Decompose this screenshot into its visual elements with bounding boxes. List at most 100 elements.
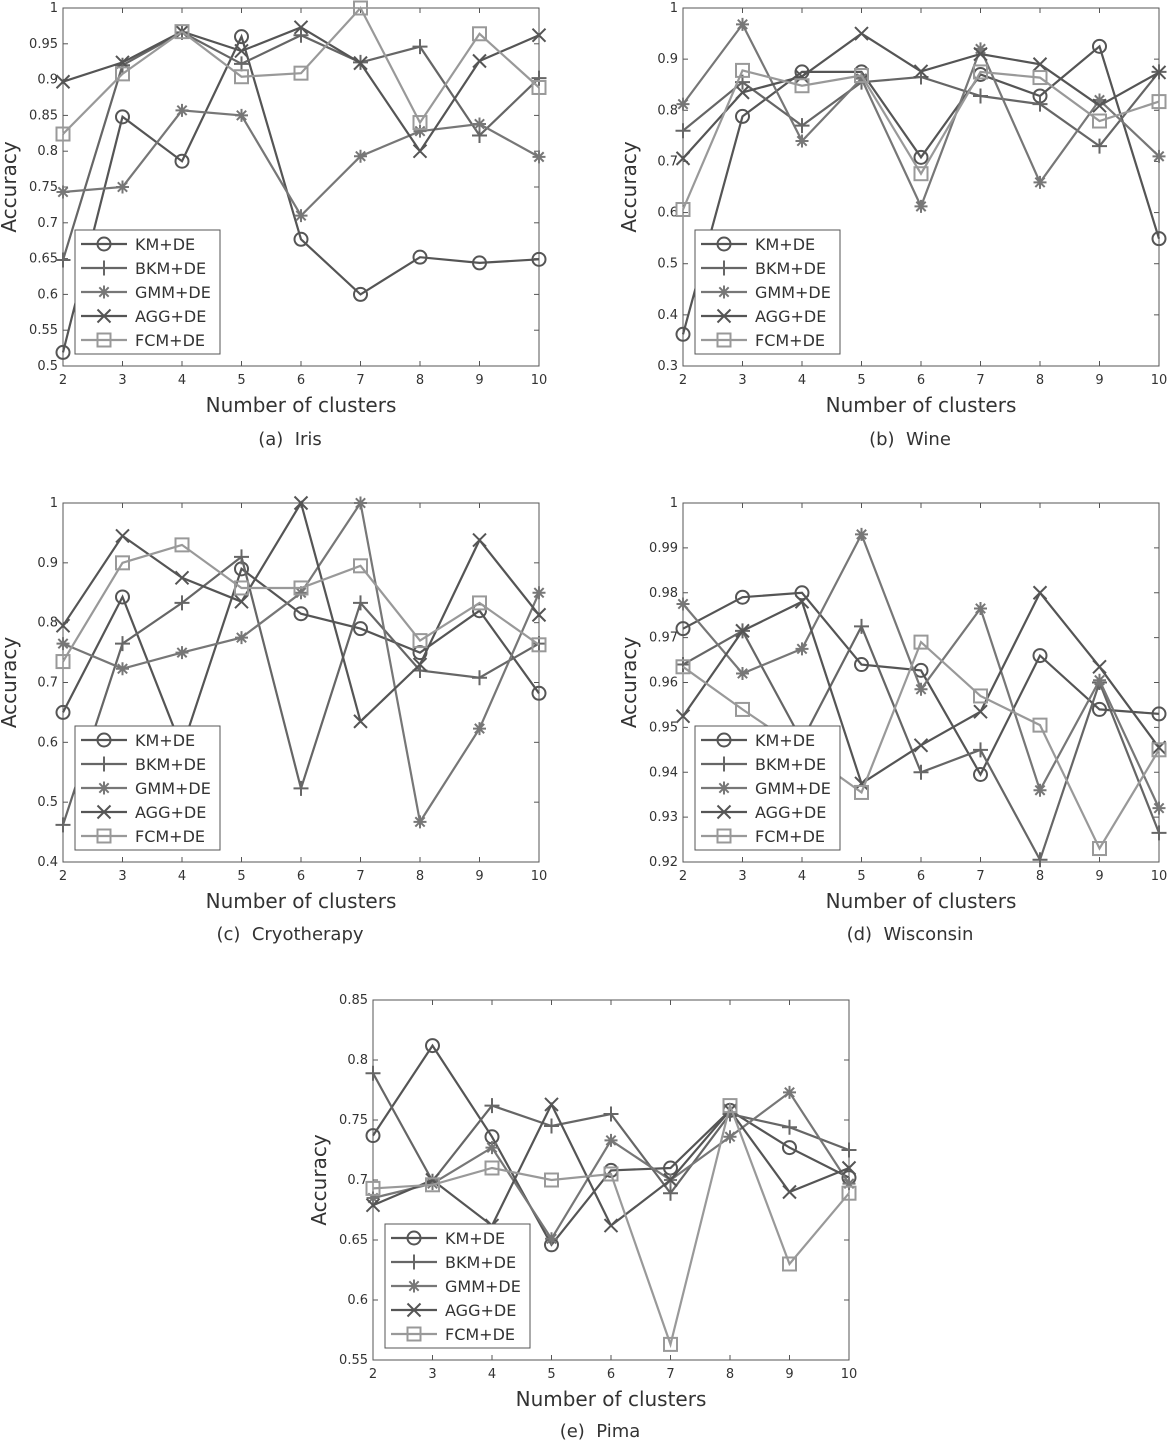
legend-label: KM+DE: [755, 731, 815, 750]
data-point: [293, 231, 309, 247]
data-point: [412, 39, 428, 55]
x-tick-label: 10: [841, 1367, 858, 1382]
data-point: [425, 1038, 440, 1054]
legend-label: BKM+DE: [135, 755, 206, 774]
data-point: [736, 17, 749, 31]
plot-frame: [682, 7, 1160, 367]
data-point: [544, 1172, 559, 1188]
y-tick-label: 0.6: [37, 287, 58, 302]
data-point: [174, 537, 190, 553]
x-axis-label: Number of clusters: [826, 889, 1017, 913]
data-point: [412, 115, 428, 131]
x-tick-label: 9: [1095, 373, 1103, 388]
data-point: [1152, 801, 1166, 815]
data-point: [293, 20, 309, 35]
data-point: [293, 65, 309, 81]
legend-label: GMM+DE: [445, 1277, 521, 1296]
data-point: [1092, 113, 1107, 129]
y-axis-label: Accuracy: [0, 141, 21, 232]
data-point: [782, 1119, 797, 1135]
data-point: [914, 199, 928, 213]
x-tick-label: 4: [798, 869, 806, 884]
data-point: [794, 585, 810, 601]
data-point: [1032, 648, 1048, 664]
y-tick-label: 0.85: [339, 993, 368, 1008]
data-point: [782, 1184, 797, 1200]
legend-marker: [406, 1302, 422, 1318]
series-line: [372, 1101, 850, 1349]
data-point: [56, 185, 70, 199]
data-point: [174, 595, 190, 611]
legend-marker: [97, 285, 111, 299]
data-point: [913, 634, 929, 650]
y-tick-label: 0.7: [347, 1173, 368, 1188]
x-tick-label: 6: [917, 869, 925, 884]
x-tick-label: 3: [118, 373, 126, 388]
data-point: [1093, 673, 1106, 687]
data-point: [841, 1185, 857, 1201]
legend-label: AGG+DE: [445, 1301, 516, 1320]
y-tick-label: 0.99: [649, 541, 678, 556]
series-gmm-de: [676, 17, 1166, 213]
data-point: [532, 586, 546, 600]
data-point: [531, 79, 547, 95]
y-tick-label: 0.4: [37, 855, 58, 870]
series-agg-de: [365, 1097, 857, 1233]
data-point: [1093, 93, 1106, 107]
data-point: [531, 251, 547, 267]
data-point: [855, 527, 868, 541]
data-point: [365, 1065, 381, 1081]
data-point: [234, 580, 249, 596]
data-point: [795, 642, 809, 656]
series-line: [682, 640, 1160, 851]
data-point: [1092, 701, 1107, 717]
data-point: [1032, 57, 1048, 72]
chart-panel-5: 2 3 4 5 6 7 8 9 10 0.55 0.6 0.65 0.7 0.75 0.8 0.85 Numbe…: [307, 993, 857, 1442]
data-point: [604, 1133, 618, 1147]
legend-label: AGG+DE: [755, 307, 826, 326]
data-point: [235, 108, 248, 122]
x-tick-label: 10: [1151, 869, 1168, 884]
y-axis-label: Accuracy: [0, 637, 21, 728]
data-point: [854, 784, 869, 800]
legend-label: GMM+DE: [755, 779, 831, 798]
data-point: [973, 688, 988, 704]
data-point: [913, 738, 929, 753]
data-point: [1151, 94, 1167, 110]
y-tick-label: 0.92: [649, 855, 678, 870]
series-line: [61, 33, 540, 353]
data-point: [973, 46, 988, 62]
data-point: [676, 97, 690, 111]
y-tick-label: 0.98: [649, 586, 678, 601]
x-axis-label: Number of clusters: [206, 393, 397, 417]
data-point: [675, 708, 691, 724]
x-tick-label: 10: [1151, 373, 1168, 388]
x-tick-label: 4: [178, 373, 186, 388]
x-tick-label: 2: [59, 373, 67, 388]
data-point: [55, 252, 71, 268]
data-point: [663, 1336, 678, 1352]
legend: KM+DE BKM+DE GMM+DE AGG+DE FCM+DE: [694, 725, 841, 851]
data-point: [675, 151, 691, 166]
legend-marker: [407, 1279, 421, 1293]
series-agg-de: [55, 495, 547, 729]
data-point: [293, 27, 309, 43]
data-point: [1151, 231, 1167, 247]
data-point: [365, 1128, 381, 1144]
data-point: [841, 1160, 857, 1176]
data-point: [531, 637, 547, 653]
data-point: [413, 124, 427, 138]
series-line: [62, 543, 540, 663]
data-point: [353, 595, 368, 611]
series-fcm-de: [365, 1098, 857, 1352]
data-point: [234, 29, 249, 45]
data-point: [116, 180, 129, 194]
x-tick-label: 8: [726, 1367, 734, 1382]
data-point: [1032, 96, 1048, 112]
series-agg-de: [675, 26, 1167, 166]
data-point: [735, 62, 750, 78]
data-point: [473, 117, 486, 131]
legend-label: KM+DE: [445, 1229, 505, 1248]
data-point: [234, 594, 249, 609]
data-point: [1151, 65, 1167, 80]
